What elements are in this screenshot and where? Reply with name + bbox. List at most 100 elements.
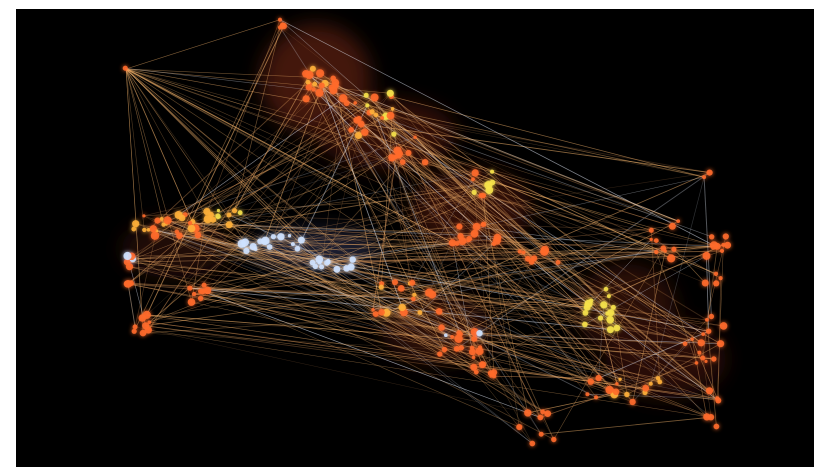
network-node (399, 159, 406, 165)
network-link (386, 312, 611, 321)
network-node (397, 285, 405, 292)
network-node (197, 295, 204, 302)
network-link (361, 123, 652, 240)
network-link (296, 105, 368, 250)
network-node (668, 222, 676, 230)
network-link (308, 87, 445, 350)
network-link (134, 230, 157, 327)
network-node (216, 208, 220, 213)
network-link (197, 19, 281, 236)
network-link (312, 240, 463, 263)
network-link (126, 118, 360, 285)
network-node (226, 212, 232, 218)
network-node (125, 263, 134, 271)
network-link (292, 195, 485, 245)
network-link (135, 223, 702, 344)
network-link (190, 222, 718, 247)
network-node (316, 69, 325, 78)
network-node (697, 339, 705, 347)
network-link (190, 153, 400, 224)
network-link (165, 223, 617, 393)
network-link (292, 243, 724, 246)
network-node (144, 326, 152, 334)
network-link (146, 314, 719, 401)
network-node (297, 236, 305, 244)
network-node (694, 361, 699, 365)
network-node (704, 359, 708, 363)
network-link (301, 182, 493, 241)
network-link (265, 240, 352, 268)
network-link (265, 136, 416, 242)
network-link (156, 230, 554, 440)
network-node (380, 116, 385, 120)
network-link (148, 98, 344, 331)
network-node (131, 226, 137, 232)
network-link (125, 19, 281, 70)
network-link (479, 347, 542, 435)
network-link (401, 288, 421, 313)
network-link (497, 237, 592, 301)
network-link (467, 239, 621, 380)
network-node (405, 149, 412, 156)
network-link (149, 321, 718, 399)
network-link (328, 257, 535, 262)
node-layer (122, 17, 732, 447)
network-link (178, 98, 344, 216)
network-node (454, 334, 463, 343)
network-node (386, 111, 395, 120)
network-node (600, 301, 608, 309)
network-link (315, 265, 702, 344)
network-link (350, 171, 493, 268)
network-link (452, 242, 474, 358)
network-link (474, 331, 714, 360)
network-link (181, 118, 360, 219)
network-link (424, 161, 657, 253)
network-node (131, 328, 137, 334)
network-link (392, 108, 411, 284)
network-link (483, 224, 686, 345)
network-node (454, 241, 460, 246)
network-node (279, 22, 286, 28)
network-link (197, 234, 322, 268)
network-node (413, 135, 417, 139)
network-link (367, 105, 483, 365)
network-link (148, 73, 321, 331)
network-node (671, 246, 677, 252)
network-node (456, 223, 463, 230)
network-link (414, 136, 586, 314)
network-link (492, 182, 718, 247)
network-link (361, 123, 710, 174)
network-link (326, 195, 485, 264)
network-link (200, 135, 359, 292)
network-link (408, 152, 659, 379)
network-link (125, 68, 246, 243)
network-node (480, 221, 487, 227)
network-node (409, 279, 416, 286)
network-link (703, 177, 712, 317)
network-link (398, 155, 719, 401)
network-link (632, 338, 693, 403)
network-node (524, 409, 532, 417)
network-link (149, 321, 483, 365)
network-link (228, 214, 607, 290)
network-node (142, 214, 146, 218)
network-node (215, 213, 221, 219)
network-node (349, 256, 356, 263)
network-node (187, 224, 196, 233)
network-node (709, 241, 719, 250)
network-node (450, 335, 454, 339)
network-link (202, 291, 541, 418)
network-link (398, 153, 453, 243)
network-link (245, 241, 709, 332)
network-node (398, 303, 406, 312)
network-node (315, 255, 324, 264)
network-node (653, 238, 659, 244)
network-node (142, 227, 147, 233)
network-node (225, 221, 233, 229)
network-node (154, 217, 161, 224)
network-node (187, 285, 193, 291)
network-link (401, 288, 712, 418)
network-link (382, 117, 702, 343)
network-node (132, 324, 138, 330)
network-link (157, 220, 587, 306)
